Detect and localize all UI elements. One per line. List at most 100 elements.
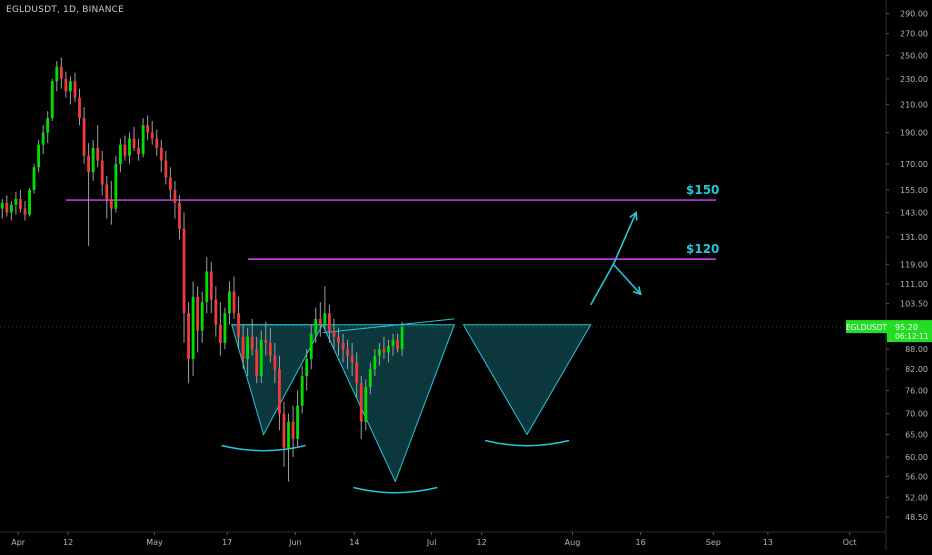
candle-body xyxy=(55,66,59,82)
candle-body xyxy=(96,147,100,161)
level-label: $150 xyxy=(686,183,719,197)
y-tick-label: 82.00 xyxy=(905,365,928,374)
y-tick-label: 76.00 xyxy=(905,386,928,395)
x-tick-label: Aug xyxy=(565,538,581,547)
candle-body xyxy=(159,147,163,161)
y-tick-label: 190.00 xyxy=(900,129,928,138)
x-tick-label: 12 xyxy=(477,538,487,547)
y-tick-label: 290.00 xyxy=(900,10,928,19)
candle-body xyxy=(314,318,318,334)
chart-title: EGLDUSDT, 1D, BINANCE xyxy=(6,5,125,15)
y-tick-label: 230.00 xyxy=(900,75,928,84)
candle-body xyxy=(100,160,104,185)
candle-body xyxy=(396,339,399,350)
y-tick-label: 70.00 xyxy=(905,410,928,419)
candle-body xyxy=(282,413,286,448)
candle-body xyxy=(168,177,172,190)
candle-body xyxy=(109,199,113,209)
candle-body xyxy=(218,324,222,343)
candle-body xyxy=(296,405,300,439)
price-tag-value: 95.20 xyxy=(895,323,918,332)
candle-body xyxy=(214,299,218,325)
candle-body xyxy=(323,313,327,325)
right-shoulder-arc xyxy=(484,439,570,447)
candle-body xyxy=(373,355,377,370)
candle-body xyxy=(223,313,227,343)
candle-body xyxy=(137,147,140,155)
y-tick-label: 143.00 xyxy=(900,209,928,218)
candle-body xyxy=(241,336,245,359)
candle-body xyxy=(9,204,13,213)
price-tag xyxy=(887,320,932,343)
candle-body xyxy=(132,138,136,148)
y-tick-label: 270.00 xyxy=(900,30,928,39)
y-tick-label: 103.50 xyxy=(900,300,928,309)
y-tick-label: 155.00 xyxy=(900,186,928,195)
candle-body xyxy=(69,81,72,92)
candle-body xyxy=(255,349,259,377)
y-tick-label: 170.00 xyxy=(900,160,928,169)
y-tick-label: 48.50 xyxy=(905,513,928,522)
candles-layer xyxy=(0,57,404,482)
candle-body xyxy=(250,336,254,350)
candle-body xyxy=(291,421,295,439)
candle-body xyxy=(146,125,150,133)
candle-body xyxy=(105,184,109,200)
x-tick-label: 14 xyxy=(349,538,359,547)
candle-body xyxy=(346,349,349,356)
head-arc xyxy=(353,486,438,494)
candle-body xyxy=(200,302,204,331)
candle-body xyxy=(50,81,54,119)
candle-body xyxy=(350,355,354,363)
candle-body xyxy=(305,358,309,377)
candle-body xyxy=(328,313,331,331)
symbol-tag xyxy=(846,320,887,334)
candle-body xyxy=(364,386,368,422)
candle-body xyxy=(246,336,250,359)
candle-body xyxy=(73,81,77,98)
candle-body xyxy=(19,199,22,209)
candle-body xyxy=(264,339,268,343)
candle-body xyxy=(318,318,322,325)
candle-body xyxy=(141,125,145,155)
level-label: $120 xyxy=(686,242,719,256)
candle-body xyxy=(273,355,277,370)
x-tick-label: 12 xyxy=(63,538,73,547)
left-shoulder-triangle xyxy=(231,324,324,436)
candle-body xyxy=(391,339,395,347)
candle-body xyxy=(377,349,381,356)
y-tick-label: 131.00 xyxy=(900,233,928,242)
candle-body xyxy=(114,163,118,209)
y-tick-label: 210.00 xyxy=(900,100,928,109)
candle-body xyxy=(178,202,181,229)
candle-body xyxy=(173,189,177,203)
candle-body xyxy=(387,346,390,353)
candle-body xyxy=(332,330,336,337)
projection-up-arrowhead xyxy=(629,211,638,221)
x-tick-label: Jul xyxy=(426,538,437,547)
candle-body xyxy=(82,118,86,156)
candle-body xyxy=(268,342,272,356)
candle-body xyxy=(78,97,81,119)
candle-body xyxy=(191,296,195,359)
candle-body xyxy=(28,189,31,215)
candle-body xyxy=(187,313,190,359)
candle-body xyxy=(118,144,122,164)
candle-body xyxy=(46,118,50,133)
candle-body xyxy=(382,349,386,353)
y-tick-label: 111.00 xyxy=(900,280,928,289)
y-tick-label: 119.00 xyxy=(900,260,928,269)
neckline-mid xyxy=(322,318,455,334)
y-tick-label: 65.00 xyxy=(905,430,928,439)
candle-body xyxy=(368,369,372,387)
x-tick-label: May xyxy=(146,538,163,547)
candle-body xyxy=(87,155,91,173)
candle-body xyxy=(196,296,200,331)
y-tick-label: 88.00 xyxy=(905,345,928,354)
candle-body xyxy=(259,339,263,377)
projection-layer xyxy=(589,211,642,306)
candle-body xyxy=(128,138,131,156)
